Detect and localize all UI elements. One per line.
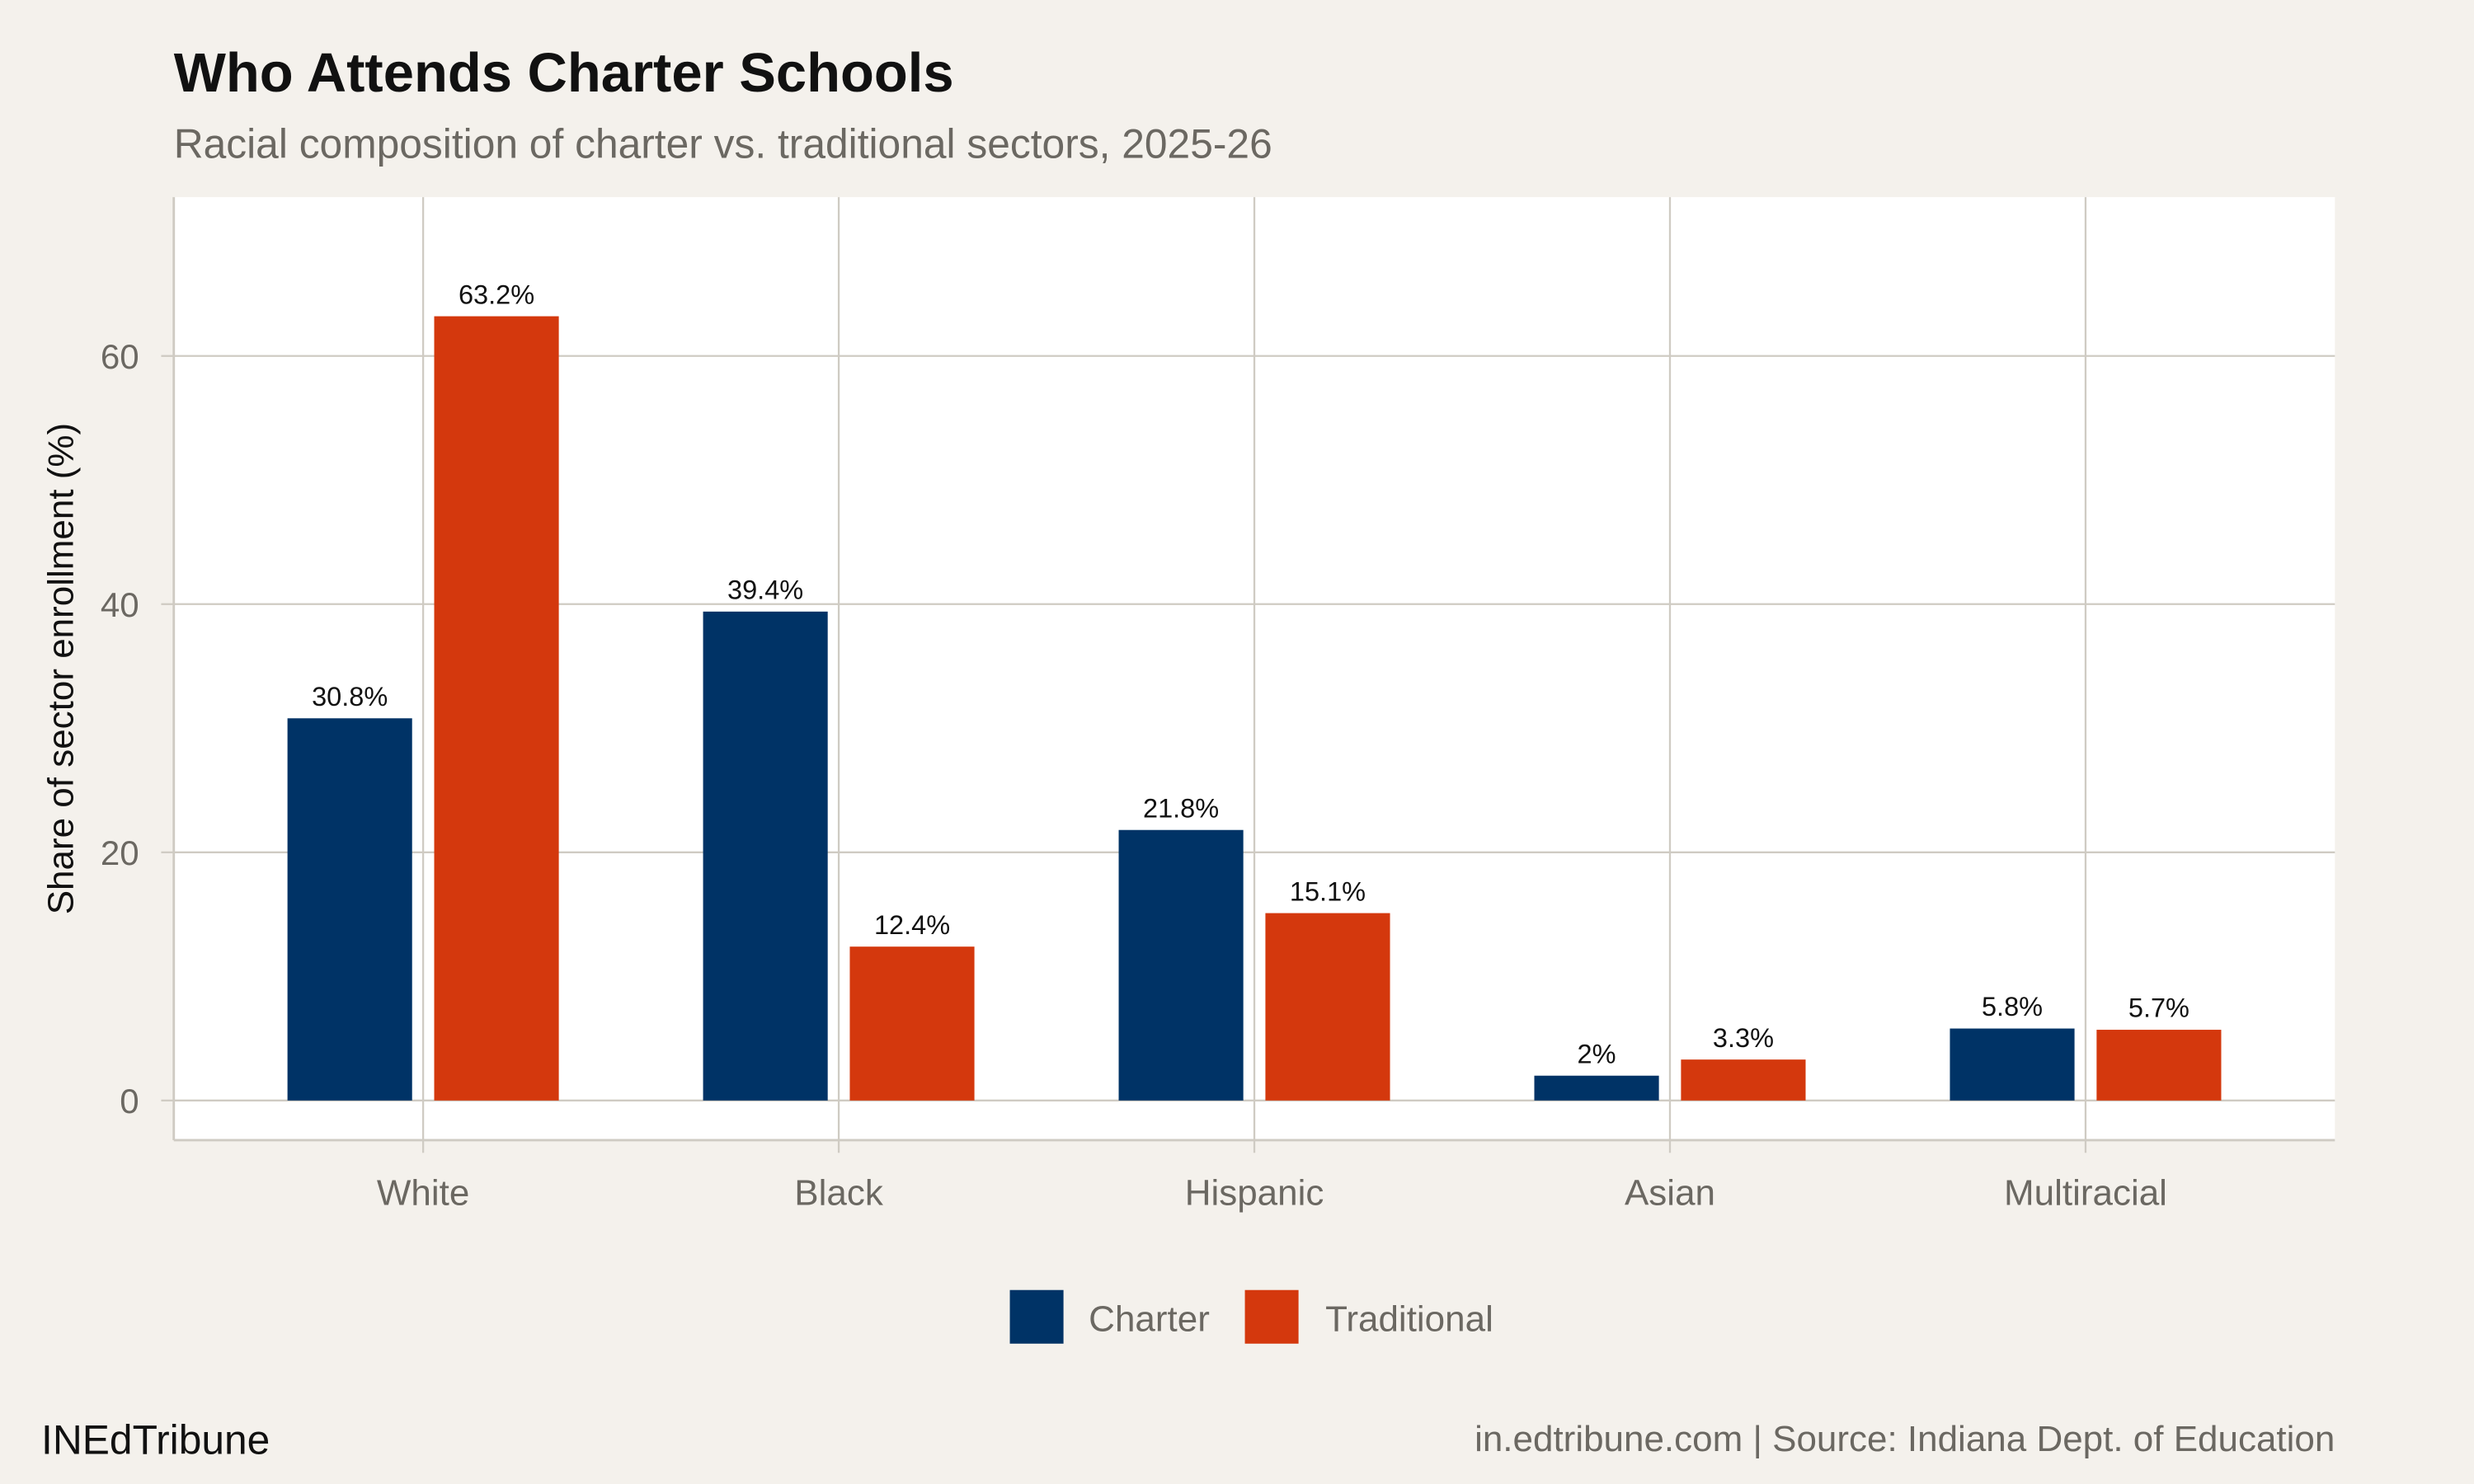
data-label: 39.4% [727,575,803,605]
data-label: 2% [1578,1039,1616,1068]
bar-charter-asian [1534,1075,1659,1101]
bar-charter-multiracial [1950,1028,2075,1101]
data-label: 63.2% [459,279,534,309]
x-tick-label: Hispanic [1185,1172,1324,1213]
data-label: 21.8% [1143,793,1219,823]
x-tick-label: White [377,1172,469,1213]
data-label: 5.7% [2128,993,2189,1023]
y-tick-label: 20 [101,834,139,872]
data-label: 3.3% [1713,1023,1774,1053]
data-label: 30.8% [312,682,388,711]
bar-charter-hispanic [1118,829,1244,1101]
legend-label-charter: Charter [1089,1298,1210,1339]
x-tick-label: Asian [1625,1172,1715,1213]
data-label: 5.8% [1982,992,2043,1021]
x-tick-label: Black [794,1172,884,1213]
bar-charter-black [703,611,828,1101]
bar-traditional-hispanic [1265,913,1390,1101]
y-axis-title: Share of sector enrollment (%) [40,423,81,914]
bar-traditional-multiracial [2096,1030,2222,1101]
y-tick-label: 60 [101,337,139,376]
legend-swatch-traditional [1244,1289,1299,1344]
y-tick-label: 40 [101,585,139,624]
x-tick-label: Multiracial [2004,1172,2167,1213]
bar-traditional-white [434,316,559,1101]
bar-charter-white [287,718,412,1101]
chart-subtitle: Racial composition of charter vs. tradit… [174,120,1272,167]
legend: Charter Traditional [1009,1289,1493,1344]
brand-label: INEdTribune [41,1417,270,1463]
y-tick-label: 0 [120,1082,139,1120]
source-caption: in.edtribune.com | Source: Indiana Dept.… [1475,1419,2335,1459]
chart-title: Who Attends Charter Schools [174,42,954,104]
data-label: 15.1% [1290,876,1366,906]
data-label: 12.4% [874,910,950,940]
x-axis: White Black Hispanic Asian Multiracial [173,1139,2335,1213]
bars: 30.8% 39.4% 21.8% 2% 5.8% 63.2% 12.4% 15.1% 3.3%… [287,279,2222,1101]
bar-traditional-black [849,946,975,1101]
bar-traditional-asian [1681,1059,1806,1101]
y-axis: 0 20 40 60 [101,197,176,1140]
legend-label-traditional: Traditional [1325,1298,1493,1339]
legend-swatch-charter [1009,1289,1064,1344]
